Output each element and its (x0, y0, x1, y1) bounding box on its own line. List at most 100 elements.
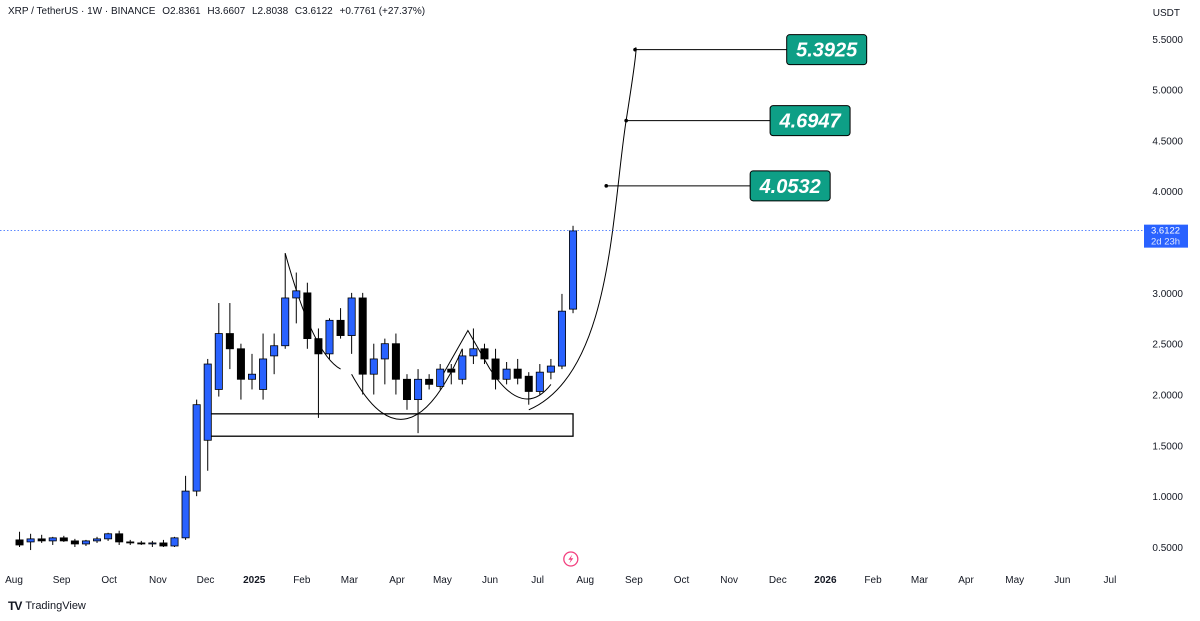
time-tick-label: Jun (1054, 575, 1070, 586)
candle[interactable] (535, 364, 544, 395)
candle-body (236, 348, 245, 380)
candle-body (70, 540, 79, 545)
candle[interactable] (214, 303, 223, 397)
candle[interactable] (281, 253, 290, 349)
candle-body (93, 538, 102, 542)
candle[interactable] (270, 333, 279, 375)
candle[interactable] (26, 533, 35, 551)
candle-body (425, 378, 434, 385)
candle[interactable] (569, 225, 578, 314)
candle[interactable] (159, 539, 168, 547)
candle[interactable] (447, 364, 456, 385)
candle[interactable] (557, 293, 566, 370)
price-tick-label: 2.5000 (1152, 340, 1183, 351)
candle-body (303, 292, 312, 340)
candle[interactable] (15, 531, 24, 547)
candle[interactable] (369, 343, 378, 395)
target-label[interactable]: 5.3925 (633, 34, 868, 66)
candle[interactable] (81, 539, 90, 546)
price-tick-label: 1.0000 (1152, 492, 1183, 503)
candle[interactable] (347, 292, 356, 354)
candle-body (557, 310, 566, 367)
change-value: +0.7761 (+27.37%) (339, 6, 426, 17)
brand-name: TradingView (25, 600, 86, 612)
candle-body (414, 378, 423, 401)
candle[interactable] (115, 530, 124, 545)
candle[interactable] (104, 532, 113, 541)
candle-body (248, 373, 257, 380)
time-tick-label: Oct (101, 575, 117, 586)
time-tick-label: Feb (293, 575, 311, 586)
projection-curve-line (528, 47, 637, 411)
candle[interactable] (70, 538, 79, 547)
candle[interactable] (391, 333, 400, 395)
candle-body (358, 297, 367, 375)
candle[interactable] (303, 282, 312, 349)
candle[interactable] (524, 372, 533, 405)
candle[interactable] (192, 399, 201, 497)
candle[interactable] (314, 328, 323, 418)
candle[interactable] (458, 348, 467, 385)
candle[interactable] (181, 475, 190, 540)
candle-body (380, 343, 389, 360)
current-price-tag[interactable] (1144, 224, 1188, 248)
candle-body (26, 538, 35, 543)
candle-body (48, 537, 57, 542)
target-label[interactable]: 4.6947 (624, 105, 851, 137)
target-value: 5.3925 (796, 40, 858, 62)
symbol-label[interactable]: XRP / TetherUS · 1W · BINANCE (8, 6, 156, 17)
candle[interactable] (292, 272, 301, 324)
cup-curve-line (351, 348, 463, 420)
target-label[interactable]: 4.0532 (604, 170, 831, 202)
candle[interactable] (248, 353, 257, 390)
candle-body (347, 297, 356, 336)
candle[interactable] (225, 303, 234, 370)
close-value: C3.6122 (294, 6, 333, 17)
time-tick-label: 2025 (243, 575, 266, 586)
candle-body (480, 348, 489, 360)
candle[interactable] (414, 369, 423, 434)
candle[interactable] (37, 534, 46, 543)
candle[interactable] (48, 536, 57, 545)
candle[interactable] (546, 358, 555, 380)
candle[interactable] (203, 358, 212, 471)
target-point (624, 118, 628, 123)
candle[interactable] (358, 292, 367, 395)
price-tick-label: 4.0000 (1152, 187, 1183, 198)
candle-body (369, 358, 378, 375)
candle[interactable] (126, 539, 135, 545)
candle[interactable] (436, 364, 445, 390)
candle[interactable] (380, 338, 389, 385)
current-price-label: 3.6122 (1151, 226, 1180, 237)
candle[interactable] (59, 535, 68, 542)
time-tick-label: Nov (720, 575, 738, 586)
time-tick-label: Mar (341, 575, 359, 586)
time-tick-label: May (1005, 575, 1024, 586)
candle[interactable] (137, 540, 146, 545)
candle[interactable] (93, 536, 102, 543)
target-box (749, 170, 831, 202)
candle[interactable] (480, 343, 489, 365)
currency-label[interactable]: USDT (1152, 8, 1180, 19)
candle[interactable] (402, 374, 411, 410)
candle[interactable] (469, 328, 478, 365)
candle[interactable] (148, 540, 157, 547)
candle[interactable] (259, 333, 268, 400)
candle-body (292, 290, 301, 299)
candle-body (214, 333, 223, 390)
tradingview-brand[interactable]: TV TradingView (8, 599, 86, 613)
candle[interactable] (336, 308, 345, 339)
lightning-bolt (568, 554, 574, 564)
candle-body (447, 368, 456, 373)
candle-body (137, 542, 146, 545)
candle[interactable] (513, 358, 522, 385)
candle[interactable] (425, 374, 434, 390)
candle[interactable] (170, 536, 179, 547)
candle-body (270, 345, 279, 357)
candle[interactable] (502, 361, 511, 385)
candle[interactable] (491, 348, 500, 390)
candle-body (37, 538, 46, 542)
candle[interactable] (325, 318, 334, 359)
candle[interactable] (236, 343, 245, 400)
